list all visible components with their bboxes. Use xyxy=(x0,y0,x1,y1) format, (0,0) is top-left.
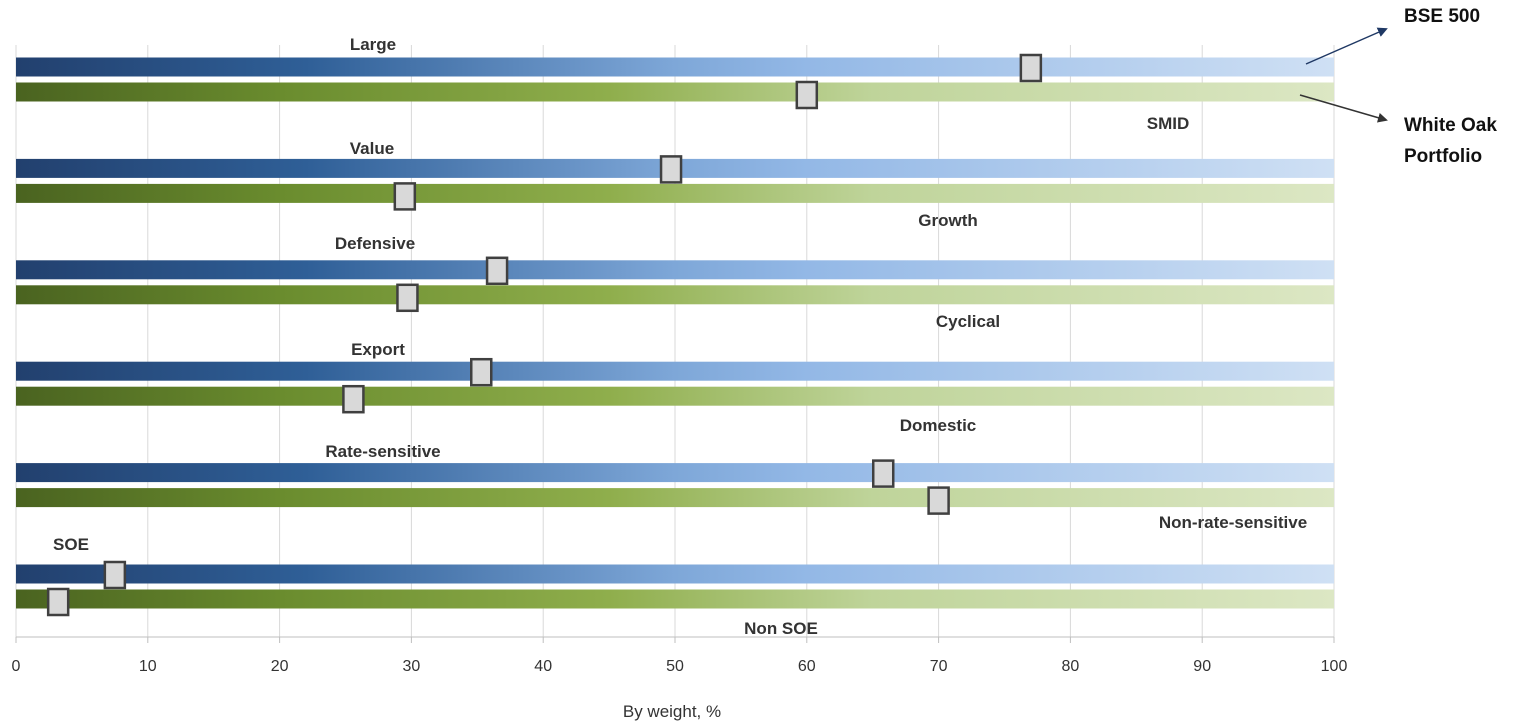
category-label-right: Growth xyxy=(918,211,978,230)
category-labels: Large SMID Value Growth Defensive Cyclical Exp… xyxy=(53,35,1307,638)
bar-bse500 xyxy=(16,260,1334,280)
x-tick-label: 0 xyxy=(12,658,21,675)
bar-bse500 xyxy=(16,361,1334,381)
marker-whiteoak xyxy=(46,587,70,617)
x-tick-label: 30 xyxy=(403,658,421,675)
category-label-right: Cyclical xyxy=(936,312,1000,331)
x-axis: 0 10 20 30 40 50 60 70 80 90 100 xyxy=(12,636,1348,675)
legend: BSE 500 White Oak Portfolio xyxy=(1299,6,1497,167)
marker-bse500 xyxy=(103,560,127,590)
category-label-left: Rate-sensitive xyxy=(325,442,440,461)
grid-lines xyxy=(15,45,1335,637)
category-label-right: Non-rate-sensitive xyxy=(1159,513,1307,532)
category-label-right: Non SOE xyxy=(744,619,818,638)
category-label-right: SMID xyxy=(1147,114,1190,133)
marker-whiteoak xyxy=(927,486,950,515)
category-label-left: Export xyxy=(351,340,405,359)
category-label-left: SOE xyxy=(53,535,89,554)
x-tick-label: 20 xyxy=(271,658,289,675)
category-label-left: Large xyxy=(350,35,396,54)
marker-bse500 xyxy=(659,155,683,184)
markers-layer xyxy=(46,53,1043,617)
category-label-left: Value xyxy=(350,139,394,158)
bar-whiteoak xyxy=(16,82,1334,102)
marker-whiteoak xyxy=(795,80,819,110)
x-tick-label: 40 xyxy=(534,658,552,675)
marker-whiteoak xyxy=(393,182,417,211)
bar-whiteoak xyxy=(16,386,1334,406)
x-tick-label: 70 xyxy=(930,658,948,675)
x-tick-label: 50 xyxy=(666,658,684,675)
marker-bse500 xyxy=(871,459,895,488)
bar-whiteoak xyxy=(16,488,1334,508)
bar-whiteoak xyxy=(16,589,1334,609)
legend-label-bse500: BSE 500 xyxy=(1404,6,1480,27)
bar-whiteoak xyxy=(16,285,1334,305)
marker-bse500 xyxy=(470,357,493,387)
x-tick-label: 100 xyxy=(1321,658,1348,675)
x-tick-label: 60 xyxy=(798,658,816,675)
bar-bse500 xyxy=(16,463,1334,483)
x-axis-title: By weight, % xyxy=(623,702,721,721)
marker-bse500 xyxy=(1019,53,1043,83)
legend-label-whiteoak-line2: Portfolio xyxy=(1404,146,1482,167)
category-label-right: Domestic xyxy=(900,416,977,435)
legend-label-whiteoak-line1: White Oak xyxy=(1404,115,1497,136)
legend-arrow-whiteoak xyxy=(1299,94,1388,123)
marker-bse500 xyxy=(485,256,509,286)
bar-bse500 xyxy=(16,564,1334,584)
bars-layer xyxy=(16,57,1334,609)
x-tick-label: 80 xyxy=(1062,658,1080,675)
marker-whiteoak xyxy=(396,283,419,313)
x-tick-label: 90 xyxy=(1193,658,1211,675)
bar-whiteoak xyxy=(16,183,1334,203)
legend-arrow-bse500 xyxy=(1305,27,1388,65)
bar-bse500 xyxy=(16,57,1334,77)
x-tick-label: 10 xyxy=(139,658,157,675)
category-label-left: Defensive xyxy=(335,234,415,253)
marker-whiteoak xyxy=(342,384,365,414)
